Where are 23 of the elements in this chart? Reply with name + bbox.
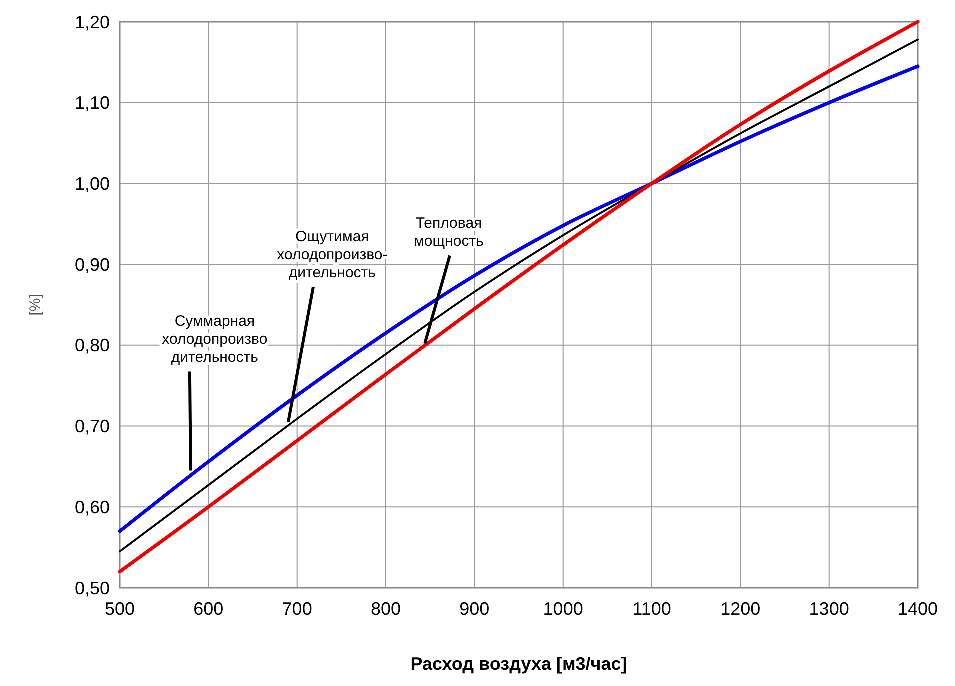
- y-axis-title: [%]: [27, 294, 44, 316]
- y-tick-label: 0,70: [74, 416, 110, 437]
- x-tick-label: 1000: [543, 599, 584, 619]
- x-tick-label: 600: [194, 599, 224, 619]
- x-tick-label: 1100: [632, 599, 672, 619]
- x-tick-label: 500: [104, 599, 136, 619]
- x-tick-label: 1200: [720, 599, 761, 619]
- y-tick-label: 0,80: [74, 336, 110, 356]
- x-tick-label: 1400: [898, 599, 938, 619]
- x-tick-label: 900: [460, 599, 490, 619]
- y-tick-label: 0,90: [74, 254, 110, 275]
- y-tick-label: 1,00: [74, 174, 110, 194]
- y-tick-label: 1,20: [74, 12, 110, 32]
- y-tick-label: 0,50: [74, 578, 110, 598]
- x-axis-title: Расход воздуха [м3/час]: [410, 654, 628, 674]
- annotation: Ощутимая холодопроизво- дительность: [277, 228, 388, 282]
- annotation: Тепловая мощность: [414, 215, 484, 250]
- x-tick-label: 800: [370, 599, 402, 619]
- annotation: Суммарная холодопроизво дительность: [162, 313, 268, 366]
- y-tick-label: 1,10: [74, 93, 110, 114]
- y-tick-label: 0,60: [74, 497, 110, 518]
- x-tick-label: 1300: [809, 599, 850, 619]
- x-tick-label: 700: [282, 599, 312, 619]
